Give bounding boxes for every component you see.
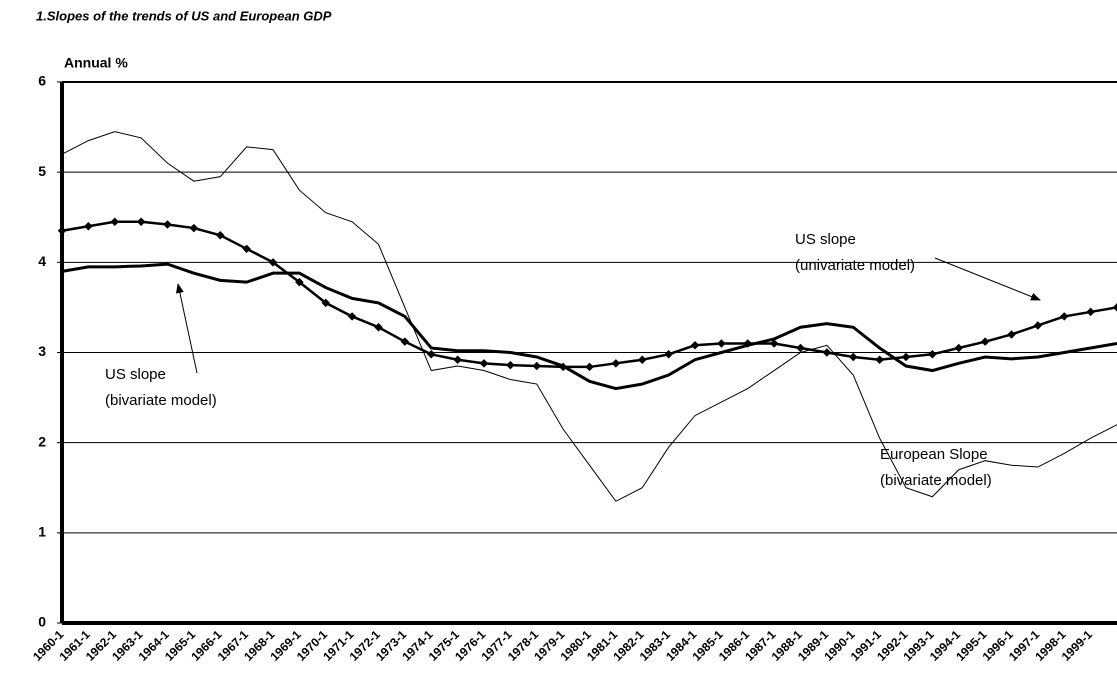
marker <box>717 339 726 348</box>
marker <box>189 223 199 233</box>
marker <box>453 355 462 364</box>
marker <box>1007 330 1016 339</box>
marker <box>954 343 963 353</box>
arrow <box>175 283 198 374</box>
marker <box>1033 321 1043 330</box>
chart-title: 1.Slopes of the trends of US and Europea… <box>36 8 332 23</box>
marker <box>136 217 146 227</box>
marker <box>690 341 700 350</box>
series-line <box>61 131 1117 502</box>
marker <box>321 298 330 308</box>
marker <box>1060 312 1069 321</box>
marker <box>506 360 515 370</box>
marker <box>558 362 568 372</box>
marker <box>1086 307 1095 317</box>
marker <box>57 226 67 236</box>
y-tick-label: 1 <box>38 524 46 540</box>
annotation: (univariate model) <box>795 257 915 274</box>
marker <box>110 217 119 227</box>
annotation: US slope <box>795 231 856 248</box>
marker <box>980 337 990 346</box>
marker <box>743 339 752 348</box>
series-line <box>61 262 1117 391</box>
marker <box>479 359 489 368</box>
marker <box>532 361 541 371</box>
marker <box>163 220 172 229</box>
marker <box>427 350 436 359</box>
marker <box>347 312 357 321</box>
marker <box>216 231 225 240</box>
marker <box>400 337 410 346</box>
marker <box>769 339 779 348</box>
y-tick-label: 4 <box>38 253 46 269</box>
y-tick-label: 0 <box>38 614 46 630</box>
y-tick-label: 2 <box>38 433 46 449</box>
y-tick-label: 5 <box>38 163 46 179</box>
y-tick-label: 6 <box>38 73 46 89</box>
marker <box>875 355 884 364</box>
y-tick-label: 3 <box>38 343 46 359</box>
marker <box>1112 303 1117 312</box>
marker <box>822 348 832 357</box>
arrow <box>934 257 1041 301</box>
marker <box>901 352 911 362</box>
marker <box>295 277 304 287</box>
marker <box>611 359 621 368</box>
x-tick-label: 1999-1 <box>1059 627 1096 664</box>
marker <box>242 244 251 254</box>
marker <box>849 352 858 362</box>
marker <box>796 343 805 353</box>
marker <box>268 258 278 267</box>
annotation: (bivariate model) <box>105 392 217 409</box>
annotation: European Slope <box>880 446 988 463</box>
marker <box>84 222 93 231</box>
marker <box>638 355 647 364</box>
marker <box>374 323 383 332</box>
annotation: (bivariate model) <box>880 472 992 489</box>
annotation: US slope <box>105 366 166 383</box>
marker <box>928 350 937 359</box>
marker <box>585 362 594 372</box>
y-axis-label: Annual % <box>64 55 128 71</box>
marker <box>664 350 673 359</box>
